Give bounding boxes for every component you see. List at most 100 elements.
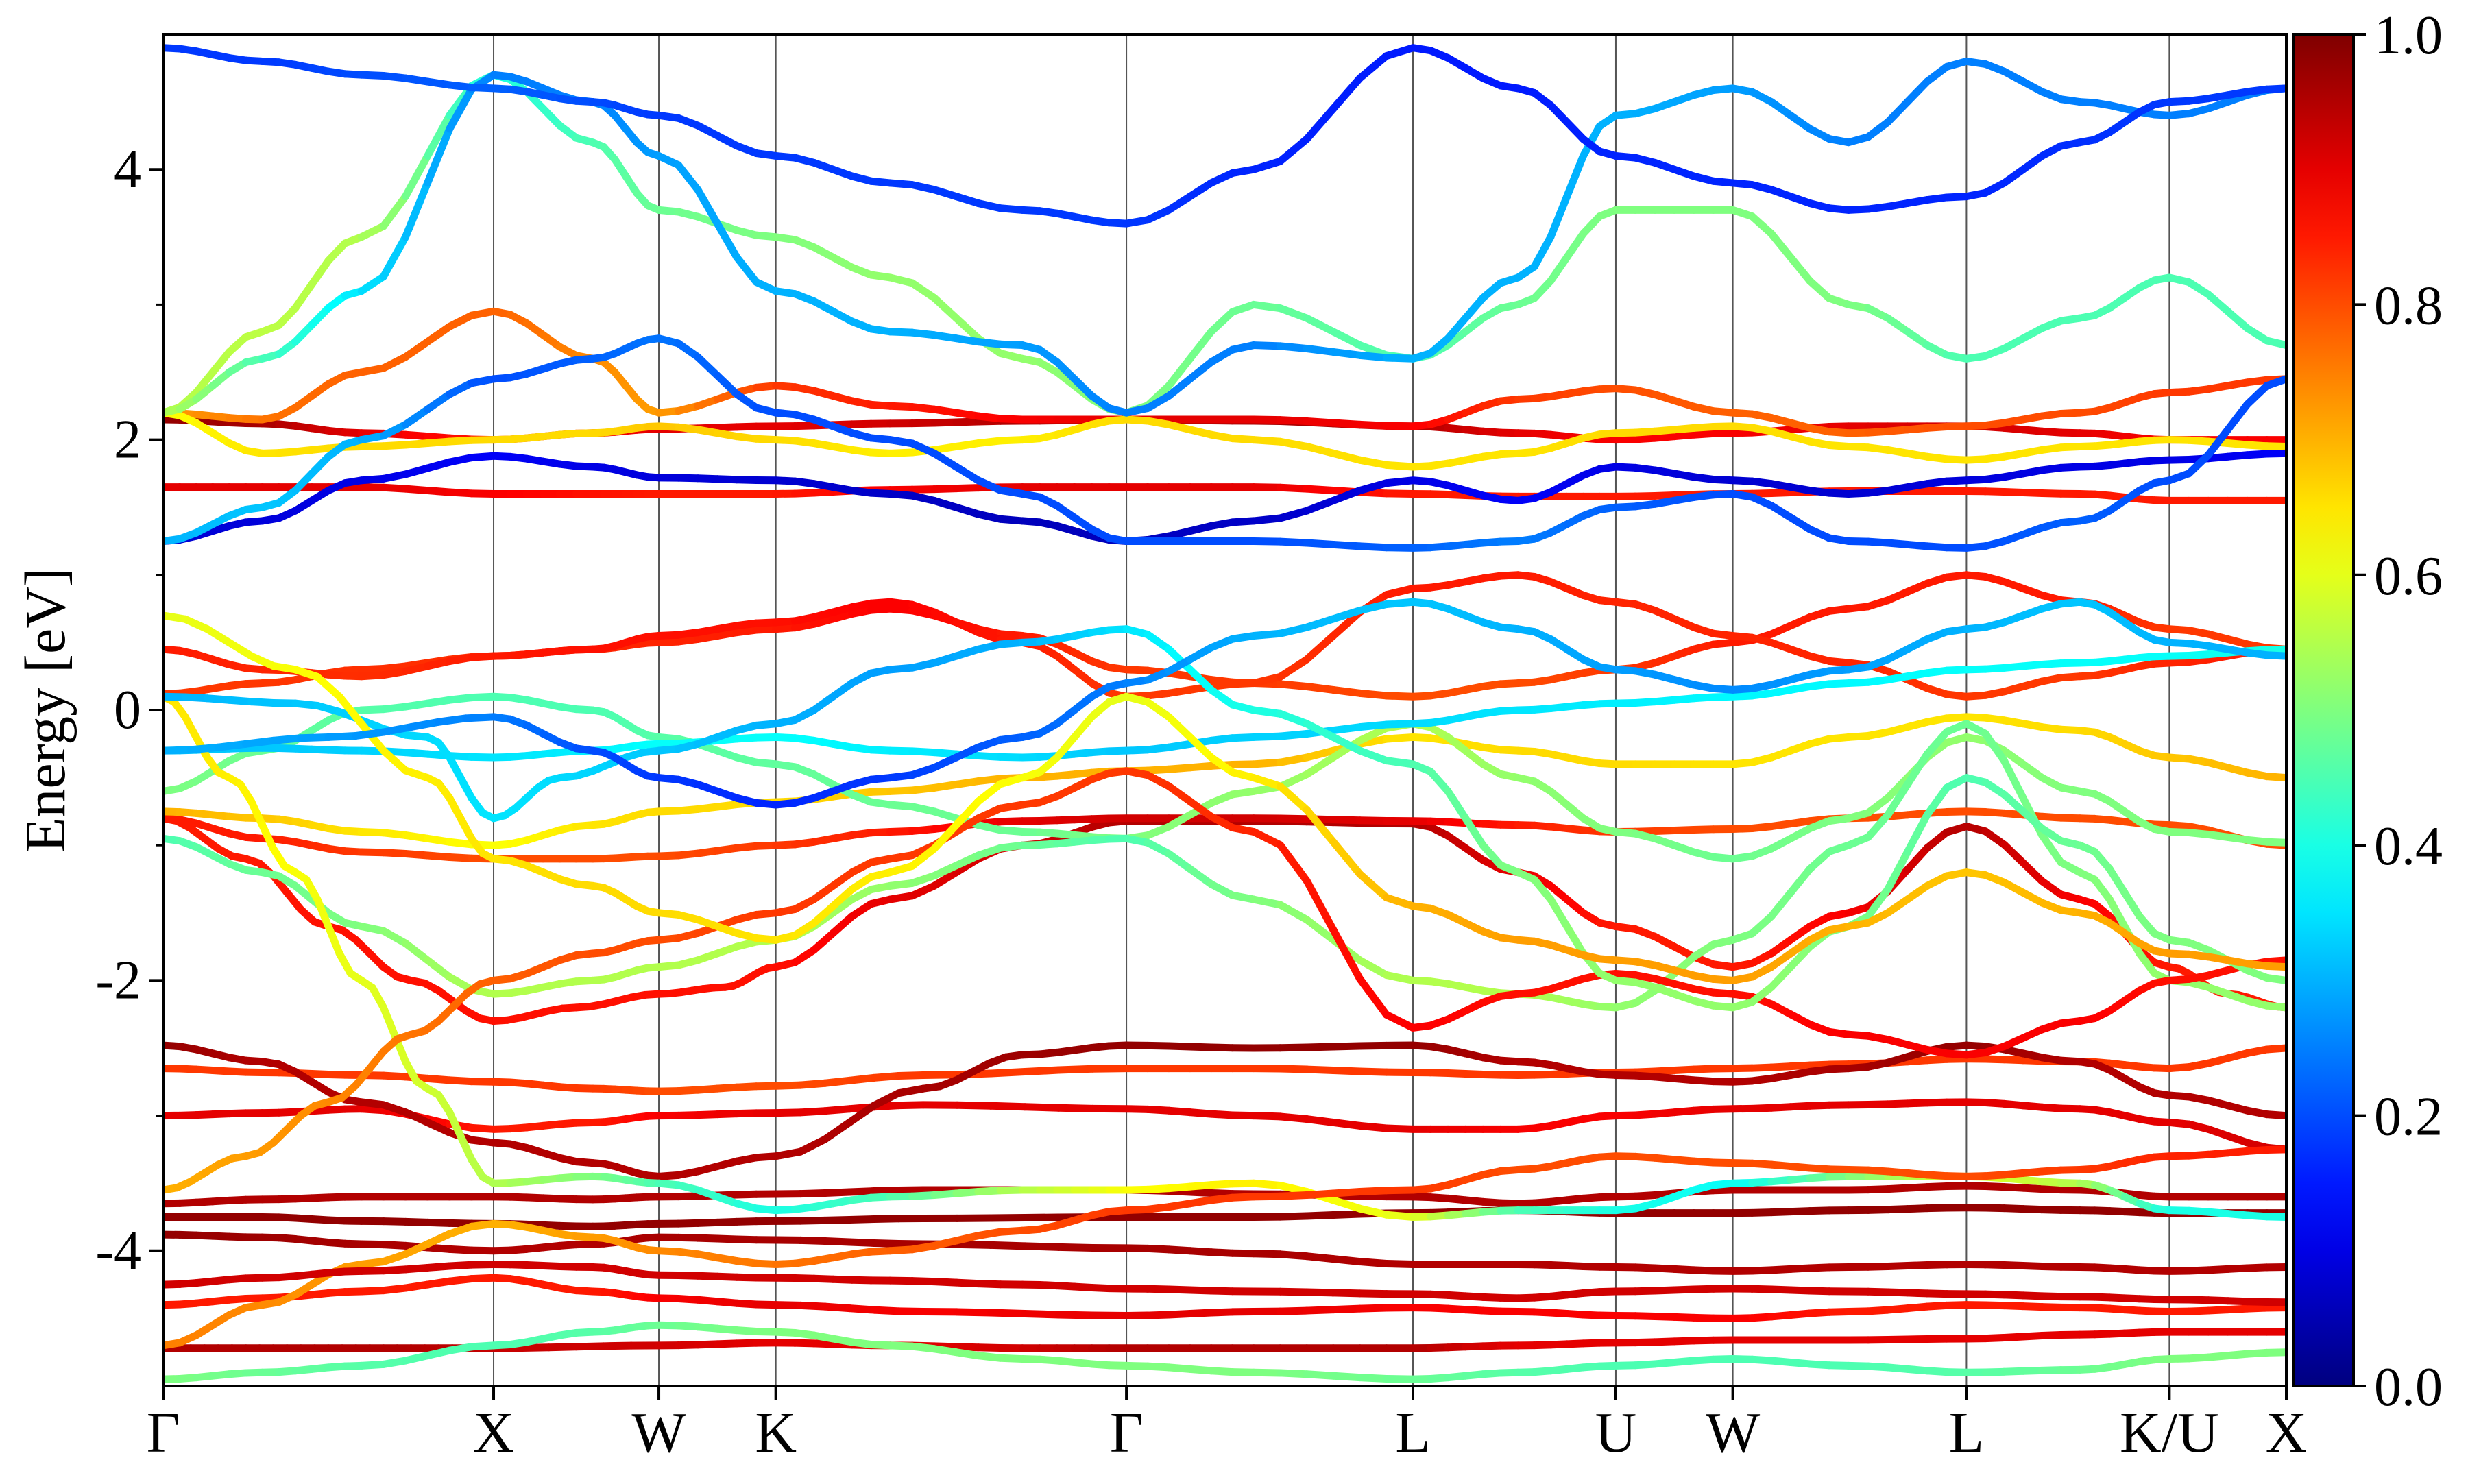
x-tick-label: W bbox=[631, 1401, 686, 1465]
band-segment bbox=[1386, 1263, 1413, 1264]
band-11 bbox=[163, 575, 2286, 696]
band-segment bbox=[1307, 1292, 1333, 1293]
band-segment bbox=[383, 727, 411, 732]
band-segment bbox=[246, 740, 274, 744]
band-segment bbox=[2267, 655, 2286, 656]
band-segment bbox=[312, 260, 328, 284]
band-segment bbox=[1280, 818, 1307, 819]
band-segment bbox=[1280, 845, 1307, 881]
band-segment bbox=[1280, 1373, 1307, 1374]
x-tick-label: L bbox=[1949, 1401, 1984, 1465]
band-segment bbox=[934, 298, 956, 319]
band-segment bbox=[328, 735, 356, 737]
band-segment bbox=[1254, 831, 1281, 844]
band-segment bbox=[295, 284, 312, 308]
band-segment bbox=[1169, 854, 1190, 869]
band-1 bbox=[163, 1278, 2286, 1318]
band-segment bbox=[411, 722, 439, 727]
band-segment bbox=[1386, 481, 1413, 483]
band-segment bbox=[1333, 453, 1360, 460]
band-segment bbox=[1927, 832, 1947, 848]
band-segment bbox=[1148, 635, 1169, 650]
band-segment bbox=[2228, 311, 2247, 328]
band-segment bbox=[428, 960, 450, 977]
band-segment bbox=[383, 237, 405, 277]
x-tick-label: W bbox=[1706, 1401, 1761, 1465]
band-segment bbox=[383, 197, 405, 226]
band-segment bbox=[1386, 48, 1413, 56]
band-segment bbox=[912, 283, 934, 298]
band-segment bbox=[2267, 1048, 2286, 1049]
band-segment bbox=[2267, 649, 2286, 650]
band-segment bbox=[814, 933, 833, 950]
band-segment bbox=[1280, 441, 1307, 446]
band-segment bbox=[1307, 318, 1333, 332]
colorbar-tick-label: 0.4 bbox=[2374, 816, 2443, 877]
band-segment bbox=[956, 467, 978, 481]
band-segment bbox=[1333, 842, 1360, 874]
band-segment bbox=[356, 732, 383, 735]
band-segment bbox=[361, 277, 383, 291]
band-segment bbox=[957, 1312, 991, 1313]
band-segment bbox=[1534, 237, 1551, 267]
x-tick-label: X bbox=[2266, 1401, 2308, 1465]
band-13 bbox=[163, 487, 2286, 501]
band-segment bbox=[383, 1008, 394, 1034]
band-segment bbox=[274, 738, 301, 741]
band-segment bbox=[1360, 1045, 1387, 1046]
band-segment bbox=[1280, 684, 1307, 687]
band-segment bbox=[1254, 736, 1281, 737]
band-segment bbox=[1333, 1376, 1360, 1377]
band-segment bbox=[1025, 1246, 1058, 1247]
band-segment bbox=[1280, 308, 1307, 318]
band-segment bbox=[1211, 690, 1233, 705]
band-segment bbox=[2267, 777, 2286, 778]
band-segment bbox=[957, 1244, 991, 1245]
band-segment bbox=[1211, 312, 1233, 332]
band-segment bbox=[2267, 341, 2286, 345]
band-segment bbox=[1254, 304, 1281, 308]
band-segment bbox=[1386, 737, 1413, 739]
kpoint-vertical-lines bbox=[494, 34, 2169, 1386]
band-segment bbox=[1307, 1374, 1333, 1376]
band-segment bbox=[1280, 1047, 1307, 1048]
band-segment bbox=[191, 747, 218, 750]
band-segment bbox=[1360, 1191, 1387, 1192]
band-segment bbox=[1280, 511, 1307, 518]
band-segment bbox=[698, 357, 717, 376]
band-segment bbox=[1307, 421, 1333, 422]
band-segment bbox=[405, 943, 427, 960]
band-segment bbox=[1307, 1215, 1333, 1216]
band-segment bbox=[1190, 332, 1211, 358]
band-segment bbox=[2109, 869, 2125, 893]
band-segment bbox=[1386, 975, 1413, 980]
band-segment bbox=[1307, 686, 1333, 690]
band-segment bbox=[1254, 899, 1281, 905]
band-segment bbox=[1386, 1190, 1413, 1191]
band-segment bbox=[2267, 960, 2286, 962]
band-segment bbox=[1280, 627, 1307, 633]
band-segment bbox=[1386, 1128, 1413, 1129]
band-segment bbox=[1386, 589, 1413, 595]
band-segment bbox=[1280, 1216, 1307, 1217]
band-segment bbox=[1360, 1196, 1387, 1197]
band-segment bbox=[405, 342, 427, 357]
band-segment bbox=[1771, 892, 1791, 916]
y-tick-label: 0 bbox=[114, 680, 141, 740]
band-segment bbox=[1333, 727, 1360, 731]
band-segment bbox=[1254, 1196, 1281, 1197]
colorbar-gradient bbox=[2293, 34, 2354, 1386]
band-segment bbox=[1280, 734, 1307, 737]
band-segment bbox=[978, 784, 1000, 801]
x-tick-label: Γ bbox=[1110, 1401, 1144, 1465]
band-segment bbox=[1791, 869, 1810, 893]
x-tick-label: Γ bbox=[147, 1401, 180, 1465]
band-segment bbox=[1431, 771, 1449, 791]
band-segment bbox=[1386, 761, 1413, 764]
band-segment bbox=[1333, 1200, 1360, 1208]
band-segment bbox=[1307, 446, 1333, 453]
band-segment bbox=[1280, 420, 1307, 422]
band-segment bbox=[1752, 916, 1771, 934]
band-29 bbox=[163, 1265, 2286, 1302]
